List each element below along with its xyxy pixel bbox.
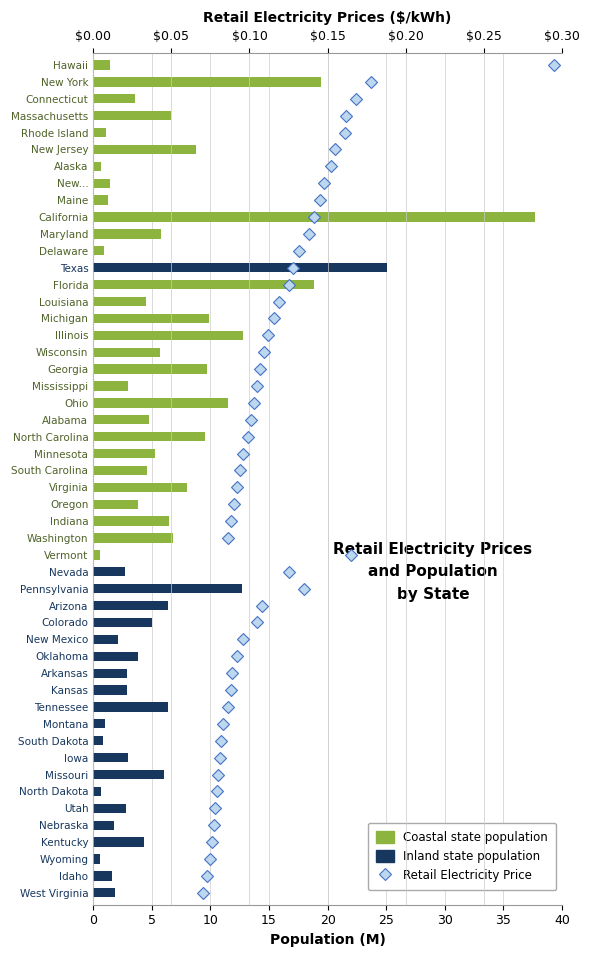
Bar: [93, 871, 112, 880]
Bar: [93, 381, 128, 391]
Bar: [93, 855, 100, 864]
Bar: [93, 213, 535, 221]
Text: Retail Electricity Prices
and Population
by State: Retail Electricity Prices and Population…: [333, 542, 532, 602]
Bar: [93, 399, 228, 407]
Bar: [93, 736, 103, 745]
Bar: [93, 78, 320, 86]
Bar: [93, 128, 106, 137]
Bar: [93, 246, 104, 256]
Bar: [93, 888, 115, 898]
Bar: [93, 94, 135, 103]
Bar: [93, 449, 155, 458]
Bar: [93, 466, 147, 475]
Bar: [93, 635, 118, 644]
Bar: [93, 499, 138, 509]
Bar: [93, 685, 127, 695]
Bar: [93, 111, 171, 121]
Bar: [93, 837, 144, 847]
Bar: [93, 821, 114, 830]
Bar: [93, 770, 164, 779]
Bar: [93, 314, 209, 323]
Bar: [93, 804, 126, 813]
Legend: Coastal state population, Inland state population, Retail Electricity Price: Coastal state population, Inland state p…: [368, 823, 556, 890]
X-axis label: Population (M): Population (M): [269, 933, 385, 947]
Bar: [93, 280, 313, 289]
Bar: [93, 178, 109, 188]
Bar: [93, 601, 168, 610]
Bar: [93, 787, 102, 796]
Bar: [93, 719, 105, 728]
Bar: [93, 297, 146, 307]
Bar: [93, 432, 204, 442]
Bar: [93, 550, 100, 559]
Bar: [93, 415, 150, 424]
Bar: [93, 483, 187, 492]
Bar: [93, 702, 168, 712]
Bar: [93, 145, 196, 154]
Bar: [93, 263, 387, 272]
Bar: [93, 60, 109, 70]
Bar: [93, 364, 207, 374]
Bar: [93, 516, 170, 526]
Bar: [93, 348, 160, 356]
Bar: [93, 584, 242, 593]
Bar: [93, 618, 152, 627]
Bar: [93, 534, 173, 542]
Bar: [93, 195, 109, 205]
Bar: [93, 162, 102, 171]
Bar: [93, 331, 243, 340]
Bar: [93, 753, 128, 763]
Bar: [93, 651, 138, 661]
X-axis label: Retail Electricity Prices ($/kWh): Retail Electricity Prices ($/kWh): [203, 11, 452, 25]
Bar: [93, 669, 127, 678]
Bar: [93, 567, 125, 577]
Bar: [93, 229, 161, 239]
